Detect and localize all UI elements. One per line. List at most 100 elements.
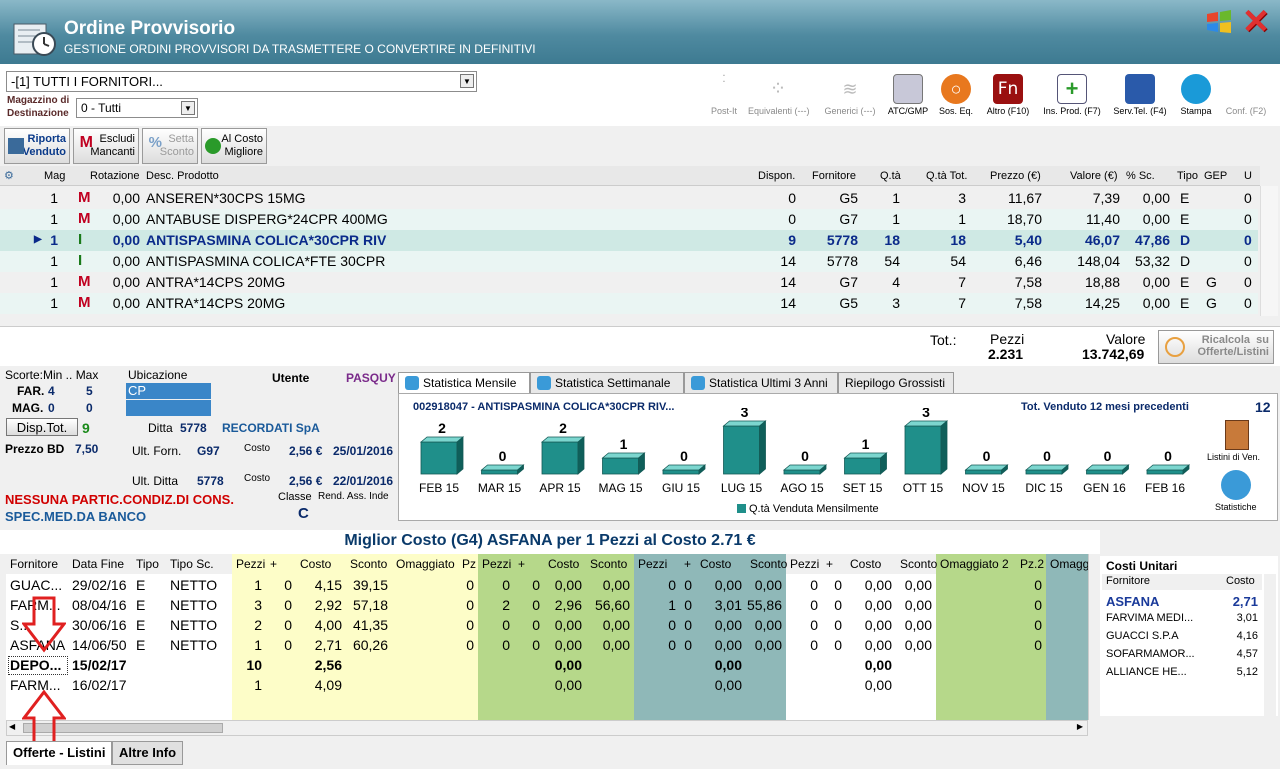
offerte-col-header[interactable]: + [684, 557, 692, 571]
postit-button[interactable]: ⁚ Post-It [694, 74, 754, 120]
escludi-mancanti-button[interactable]: M Escludi Mancanti [73, 128, 139, 164]
arrow-left-icon[interactable]: ◀ [9, 722, 16, 731]
chart-bar[interactable] [480, 464, 525, 475]
riporta-venduto-button[interactable]: Riporta Venduto [4, 128, 70, 164]
chart-bar[interactable] [782, 464, 828, 475]
chart-bar[interactable] [419, 436, 465, 475]
offerte-col-header[interactable]: Pezzi [638, 557, 668, 571]
chart-bar[interactable] [1024, 464, 1070, 475]
generici-button[interactable]: ≋ Generici (---) [820, 74, 880, 120]
offerte-col-header[interactable]: + [826, 557, 834, 571]
chart-bar[interactable] [1085, 464, 1130, 475]
offerte-col-header[interactable]: Costo [700, 557, 732, 571]
offerte-row[interactable]: DEPO... 15/02/17 10 2,56 0,00 0,00 0,00 [6, 656, 1088, 676]
offerte-row[interactable]: FARM... 08/04/16 E NETTO 3 0 2,92 57,18 0 2 0 2,96 5… [6, 596, 1088, 616]
far-ubicazione[interactable]: CP [126, 383, 211, 399]
chart-bar[interactable] [843, 452, 888, 475]
offerte-col-header[interactable]: Costo [548, 557, 580, 571]
offerte-col-header[interactable]: Omagg [1050, 557, 1088, 571]
costi-row[interactable]: ALLIANCE HE... 5,12 [1102, 664, 1262, 682]
col-qta-tot[interactable]: Q.tà Tot. [926, 170, 968, 182]
product-row[interactable]: 1 M 0,00 ANSEREN*30CPS 15MG 0 G5 1 3 11,67 7,39 0,… [0, 188, 1258, 209]
tab-statistica-settimanale[interactable]: Statistica Settimanale [530, 372, 684, 394]
chart-bar[interactable] [903, 420, 949, 475]
serv-tel-button[interactable]: Serv.Tel. (F4) [1110, 74, 1170, 120]
ins-prod-button[interactable]: + Ins. Prod. (F7) [1042, 74, 1102, 120]
costi-col-costo[interactable]: Costo [1226, 575, 1255, 587]
close-x-icon[interactable]: ✕ [1241, 3, 1271, 41]
offerte-col-header[interactable]: Costo [300, 557, 332, 571]
costi-row[interactable]: GUACCI S.P.A 4,16 [1102, 628, 1262, 646]
chevron-down-icon[interactable]: ▼ [181, 101, 195, 115]
offerte-col-header[interactable]: Fornitore [10, 557, 59, 571]
disp-tot-button[interactable]: Disp.Tot. [6, 418, 78, 436]
col-dispon[interactable]: Dispon. [758, 170, 796, 182]
col-rotazione[interactable]: Rotazione [90, 170, 140, 182]
product-row[interactable]: 1 M 0,00 ANTRA*14CPS 20MG 14 G7 4 7 7,58 18,88 0,0… [0, 272, 1258, 293]
col-fornitore[interactable]: Fornitore [812, 170, 857, 182]
offerte-col-header[interactable]: + [270, 557, 278, 571]
chevron-down-icon[interactable]: ▼ [460, 74, 474, 88]
col-valore[interactable]: Valore (€) [1070, 170, 1118, 182]
ricalcola-button[interactable]: Ricalcola su Offerte/Listini [1158, 330, 1274, 364]
offerte-col-header[interactable]: Tipo Sc. [170, 557, 214, 571]
clipboard-icon[interactable] [1225, 420, 1249, 450]
tab-statistica-mensile[interactable]: Statistica Mensile [398, 372, 530, 395]
col-desc[interactable]: Desc. Prodotto [146, 170, 219, 182]
product-row[interactable]: 1 I 0,00 ANTISPASMINA COLICA*FTE 30CPR 14 577… [0, 251, 1258, 272]
statistiche-icon[interactable] [1221, 470, 1251, 500]
tab-riepilogo-grossisti[interactable]: Riepilogo Grossisti [838, 372, 954, 394]
offerte-col-header[interactable]: Sconto [750, 557, 788, 571]
costi-scrollbar[interactable] [1264, 574, 1276, 716]
chart-bar[interactable] [601, 452, 646, 475]
offerte-col-header[interactable]: Sconto [350, 557, 388, 571]
windows-flag-icon[interactable] [1205, 8, 1233, 36]
col-gep[interactable]: GEP [1204, 170, 1228, 182]
tab-altre-info[interactable]: Altre Info [112, 741, 184, 765]
tab-offerte-listini[interactable]: Offerte - Listini [6, 741, 113, 765]
chart-bar[interactable] [661, 464, 707, 475]
offerte-col-header[interactable]: Costo [850, 557, 882, 571]
offerte-row[interactable]: S... 30/06/16 E NETTO 2 0 4,00 41,35 0 0 0 0,00 0,00… [6, 616, 1088, 636]
offerte-row[interactable]: GUAC... 29/02/16 E NETTO 1 0 4,15 39,15 0 0 0 0,00 0… [6, 576, 1088, 596]
product-row[interactable]: 1 M 0,00 ANTABUSE DISPERG*24CPR 400MG 0 G7 1 1 1… [0, 209, 1258, 230]
tab-statistica-3-anni[interactable]: Statistica Ultimi 3 Anni [684, 372, 838, 394]
products-scrollbar[interactable] [1260, 186, 1278, 316]
offerte-col-header[interactable]: Omaggiato [396, 557, 455, 571]
arrow-right-icon[interactable]: ▶ [1076, 722, 1083, 731]
offerte-row[interactable]: ASFANA 14/06/50 E NETTO 1 0 2,71 60,26 0 0 0 0,00 0,… [6, 636, 1088, 656]
offerte-col-header[interactable]: + [518, 557, 526, 571]
product-row[interactable]: ▶ 1 I 0,00 ANTISPASMINA COLICA*30CPR RIV 9 577… [0, 230, 1258, 251]
col-prezzo[interactable]: Prezzo (€) [990, 170, 1041, 182]
offerte-hscrollbar[interactable]: ◀ ▶ [6, 720, 1088, 736]
scroll-thumb[interactable] [23, 723, 223, 733]
al-costo-migliore-button[interactable]: Al Costo Migliore [201, 128, 267, 164]
offerte-vscrollbar[interactable] [1088, 554, 1100, 720]
offerte-col-header[interactable]: Data Fine [72, 557, 125, 571]
equivalenti-button[interactable]: ⁘ Equivalenti (---) [748, 74, 810, 120]
costi-row[interactable]: FARVIMA MEDI... 3,01 [1102, 610, 1262, 628]
offerte-col-header[interactable]: Pezzi [790, 557, 820, 571]
fornitore-select[interactable]: -[1] TUTTI I FORNITORI... ▼ [6, 71, 477, 92]
offerte-col-header[interactable]: Pz.2 [1020, 557, 1045, 571]
sos-eq-button[interactable]: ○ Sos. Eq. [926, 74, 986, 120]
atc-gmp-button[interactable]: ATC/GMP [878, 74, 938, 120]
offerte-col-header[interactable]: Pezzi [236, 557, 266, 571]
offerte-col-header[interactable]: Pz [462, 557, 477, 571]
col-sconto[interactable]: % Sc. [1126, 170, 1155, 182]
chart-bar[interactable] [540, 436, 586, 475]
costi-col-fornitore[interactable]: Fornitore [1106, 575, 1151, 587]
chart-bar[interactable] [722, 420, 767, 475]
settings-icon[interactable]: ⚙ [4, 170, 14, 182]
setta-sconto-button[interactable]: % Setta Sconto [142, 128, 198, 164]
offerte-col-header[interactable]: Tipo [136, 557, 159, 571]
altro-button[interactable]: Fn Altro (F10) [978, 74, 1038, 120]
offerte-row[interactable]: FARM... 16/02/17 1 4,09 0,00 0,00 0,00 [6, 676, 1088, 696]
stampa-button[interactable]: Stampa [1166, 74, 1226, 120]
chart-bar[interactable] [1145, 464, 1191, 475]
col-u[interactable]: U [1244, 170, 1252, 182]
costi-row[interactable]: ASFANA 2,71 [1102, 592, 1262, 610]
costi-row[interactable]: SOFARMAMOR... 4,57 [1102, 646, 1262, 664]
col-mag[interactable]: Mag [44, 170, 66, 182]
mag-ubicazione[interactable] [126, 400, 211, 416]
